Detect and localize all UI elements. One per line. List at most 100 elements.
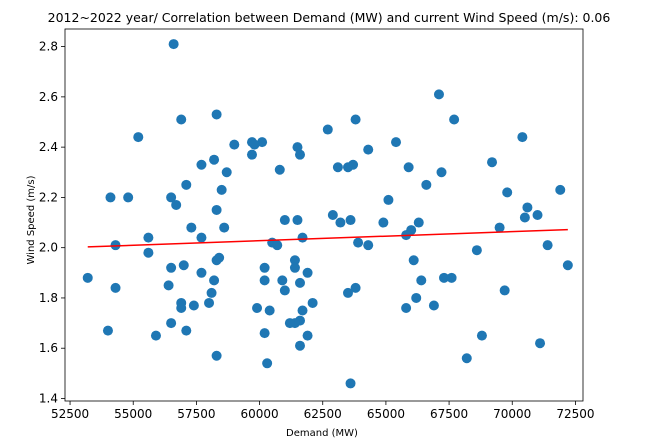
data-point [265, 306, 275, 316]
data-point [502, 187, 512, 197]
data-point [103, 326, 113, 336]
data-point [353, 238, 363, 248]
data-point [298, 306, 308, 316]
data-point [535, 338, 545, 348]
plot-area: 52500 55000 57500 60000 62500 65000 67500 70000… [39, 29, 595, 421]
data-point [181, 180, 191, 190]
data-point [401, 303, 411, 313]
data-point [260, 275, 270, 285]
data-point [212, 109, 222, 119]
data-point [295, 150, 305, 160]
data-point [363, 145, 373, 155]
data-point [409, 255, 419, 265]
data-point [275, 165, 285, 175]
data-point [414, 218, 424, 228]
data-point [343, 288, 353, 298]
data-point [290, 263, 300, 273]
data-point [133, 132, 143, 142]
data-point [277, 275, 287, 285]
data-point [416, 275, 426, 285]
data-point [292, 215, 302, 225]
data-point [495, 223, 505, 233]
y-tick-label: 2.4 [39, 140, 58, 154]
data-point [196, 160, 206, 170]
y-tick-label: 2.2 [39, 190, 58, 204]
data-point [500, 285, 510, 295]
data-point [171, 200, 181, 210]
x-tick-label: 72500 [556, 407, 594, 421]
data-point [222, 167, 232, 177]
data-point [186, 223, 196, 233]
data-point [262, 358, 272, 368]
data-point [166, 318, 176, 328]
data-point [219, 223, 229, 233]
data-point [333, 162, 343, 172]
data-point [217, 185, 227, 195]
data-point [522, 202, 532, 212]
data-point [280, 215, 290, 225]
data-point [308, 298, 318, 308]
data-point [176, 303, 186, 313]
data-point [298, 233, 308, 243]
data-point [346, 215, 356, 225]
data-point [189, 300, 199, 310]
data-point [83, 273, 93, 283]
data-point [209, 155, 219, 165]
data-point [303, 268, 313, 278]
x-axis-label: Demand (MW) [286, 428, 358, 439]
data-point [143, 248, 153, 258]
y-tick-label: 2.6 [39, 90, 58, 104]
data-point [421, 180, 431, 190]
data-point [533, 210, 543, 220]
data-point [462, 353, 472, 363]
chart-title: 2012~2022 year/ Correlation between Dema… [48, 10, 611, 25]
data-point [111, 283, 121, 293]
x-tick-label: 67500 [430, 407, 468, 421]
data-point [169, 39, 179, 49]
x-tick-label: 70000 [493, 407, 531, 421]
data-point [229, 140, 239, 150]
y-tick-label: 1.8 [39, 291, 58, 305]
x-tick-label: 65000 [367, 407, 405, 421]
x-tick-label: 62500 [304, 407, 342, 421]
data-point [477, 331, 487, 341]
data-point [214, 253, 224, 263]
data-point [429, 300, 439, 310]
data-point [383, 195, 393, 205]
data-point [520, 213, 530, 223]
data-point [260, 263, 270, 273]
data-point [328, 210, 338, 220]
data-point [487, 157, 497, 167]
x-tick-label: 60000 [240, 407, 278, 421]
data-point [209, 275, 219, 285]
data-point [179, 260, 189, 270]
x-tick-label: 55000 [114, 407, 152, 421]
trend-line [88, 230, 568, 247]
data-point [272, 240, 282, 250]
data-point [105, 192, 115, 202]
data-point [123, 192, 133, 202]
data-point [212, 205, 222, 215]
data-point [343, 162, 353, 172]
data-point [247, 150, 257, 160]
x-tick-label: 57500 [177, 407, 215, 421]
data-point [447, 273, 457, 283]
data-point [250, 140, 260, 150]
data-point [346, 378, 356, 388]
y-tick-label: 2.8 [39, 40, 58, 54]
y-tick-label: 1.6 [39, 341, 58, 355]
data-point [449, 114, 459, 124]
data-point [207, 288, 217, 298]
data-point [335, 218, 345, 228]
y-tick-label: 2.0 [39, 241, 58, 255]
x-tick-label: 52500 [51, 407, 89, 421]
data-point [176, 114, 186, 124]
data-point [212, 351, 222, 361]
plot-frame [65, 29, 583, 401]
data-point [285, 318, 295, 328]
data-point [196, 268, 206, 278]
data-point [543, 240, 553, 250]
data-point [437, 167, 447, 177]
data-point [323, 125, 333, 135]
